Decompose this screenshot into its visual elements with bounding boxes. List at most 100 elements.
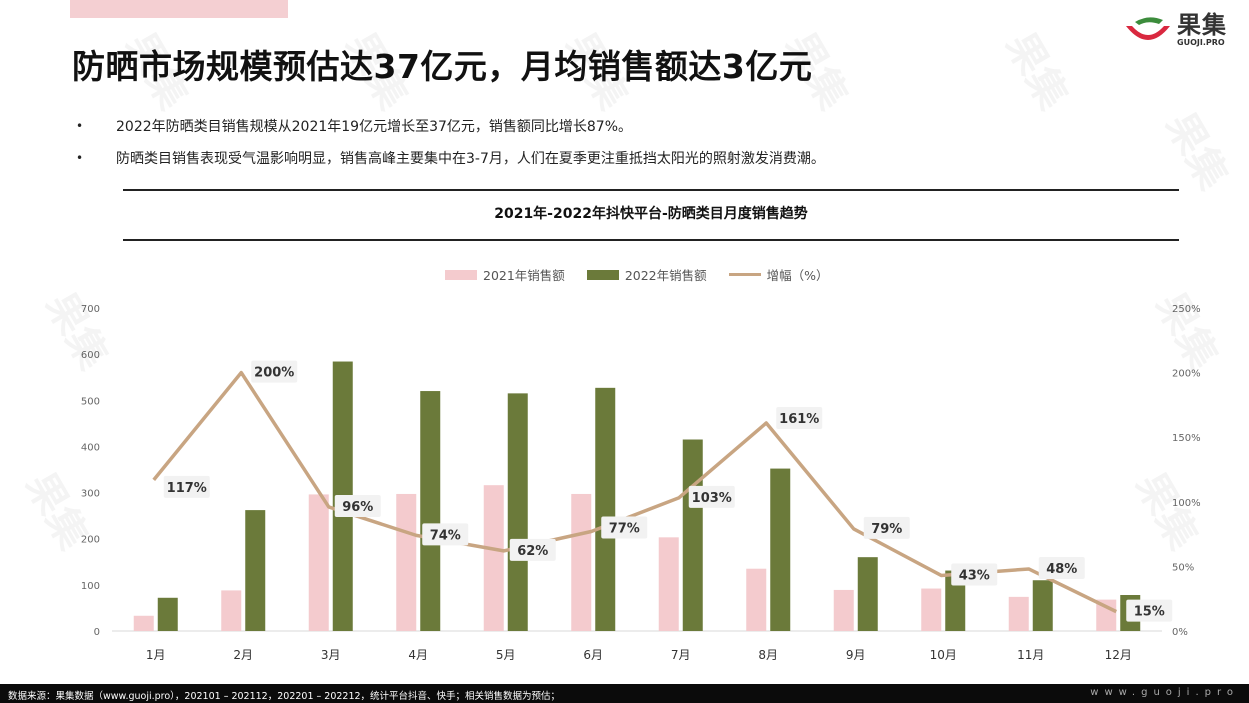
left-axis-tick-label: 300 [81, 489, 100, 500]
data-label-bg [163, 475, 210, 498]
left-axis-tick-label: 400 [81, 442, 100, 453]
chart-title-rule [123, 239, 1179, 241]
data-label-bg [601, 516, 648, 539]
bar-2022 [857, 557, 878, 631]
legend-line-growth [728, 273, 761, 276]
x-axis-tick-label: 2月 [233, 648, 253, 662]
footer-source: 数据来源：果集数据（www.guoji.pro），202101 – 202112… [8, 691, 561, 702]
bar-2022 [157, 597, 178, 631]
data-label-bg [1038, 556, 1085, 579]
right-axis-tick-label: 100% [1172, 498, 1201, 509]
data-label: 161% [779, 412, 819, 427]
left-axis-tick-label: 600 [81, 350, 100, 361]
chart-top-rule [123, 189, 1179, 191]
data-label: 200% [254, 366, 294, 381]
bar-2022 [245, 510, 266, 631]
footer-bar: 数据来源：果集数据（www.guoji.pro），202101 – 202112… [0, 684, 1249, 703]
bullet-list: • 2022年防晒类目销售规模从2021年19亿元增长至37亿元，销售额同比增长… [76, 110, 825, 174]
x-axis-tick-label: 1月 [146, 648, 166, 662]
x-axis-tick-label: 9月 [846, 648, 866, 662]
bar-2022 [945, 570, 966, 631]
x-axis-tick-label: 6月 [583, 648, 603, 662]
bullet-marker: • [76, 119, 84, 133]
data-label-bg [951, 563, 998, 586]
x-axis-tick-label: 4月 [408, 648, 428, 662]
left-axis-tick-label: 700 [81, 304, 100, 315]
logo-subtext: GUOJI.PRO [1177, 38, 1225, 47]
bar-2021 [658, 537, 679, 631]
bar-2021 [746, 568, 767, 631]
legend-item-growth: 增幅（%） [728, 265, 829, 284]
legend-item-2021: 2021年销售额 [445, 265, 565, 284]
top-accent-bar [70, 0, 288, 18]
data-label: 62% [517, 544, 548, 559]
x-axis-tick-label: 10月 [930, 648, 957, 662]
logo-mark-icon [1126, 17, 1170, 40]
x-axis-tick-label: 3月 [321, 648, 341, 662]
legend-label-2021: 2021年销售额 [483, 268, 565, 283]
x-axis-tick-label: 8月 [758, 648, 778, 662]
right-axis-tick-label: 0% [1172, 627, 1188, 638]
data-label: 96% [342, 500, 373, 515]
chart-legend: 2021年销售额 2022年销售额 增幅（%） [445, 265, 851, 284]
bar-2021 [921, 588, 942, 631]
bar-2021 [1008, 596, 1029, 631]
brand-logo: 果集 GUOJI.PRO [1123, 12, 1227, 48]
data-label: 43% [959, 568, 990, 583]
bar-2021 [221, 590, 242, 631]
bullet-text: 2022年防晒类目销售规模从2021年19亿元增长至37亿元，销售额同比增长87… [116, 119, 633, 135]
bullet-marker: • [76, 151, 84, 165]
bar-2021 [571, 493, 592, 631]
x-axis-tick-label: 11月 [1017, 648, 1044, 662]
data-label: 77% [609, 522, 640, 537]
right-axis-tick-label: 200% [1172, 369, 1201, 380]
bar-2021 [396, 493, 417, 631]
legend-item-2022: 2022年销售额 [586, 265, 707, 284]
data-label-bg [251, 360, 298, 383]
right-axis-tick-label: 50% [1172, 562, 1194, 573]
bullet-item: • 2022年防晒类目销售规模从2021年19亿元增长至37亿元，销售额同比增长… [76, 110, 825, 142]
data-label: 15% [1134, 605, 1165, 620]
legend-label-2022: 2022年销售额 [624, 268, 707, 283]
x-axis-tick-label: 5月 [496, 648, 516, 662]
chart-title: 2021年-2022年抖快平台-防晒类目月度销售趋势 [494, 206, 808, 222]
data-label-bg [776, 406, 823, 429]
data-label-bg [422, 523, 469, 546]
data-label: 74% [430, 528, 461, 543]
data-label: 79% [871, 522, 902, 537]
bar-2021 [833, 589, 854, 631]
legend-label-growth: 增幅（%） [766, 268, 829, 283]
data-label-bg [334, 494, 381, 517]
left-axis-tick-label: 200 [81, 535, 100, 546]
data-label-bg [863, 516, 910, 539]
bar-2021 [133, 615, 154, 631]
right-axis-tick-label: 150% [1172, 433, 1201, 444]
x-axis-tick-label: 7月 [671, 648, 691, 662]
bar-2021 [308, 494, 329, 631]
bullet-text: 防晒类目销售表现受气温影响明显，销售高峰主要集中在3-7月，人们在夏季更注重抵挡… [116, 151, 825, 167]
data-label: 103% [692, 491, 732, 506]
left-axis-tick-label: 500 [81, 396, 100, 407]
bar-2022 [682, 439, 703, 631]
data-label-bg [509, 538, 556, 561]
legend-swatch-2022 [586, 269, 619, 280]
right-axis-tick-label: 250% [1172, 304, 1201, 315]
footer-url: www.guoji.pro [1090, 687, 1239, 698]
data-label: 117% [167, 481, 207, 496]
bar-2021 [483, 485, 504, 631]
data-label: 48% [1046, 562, 1077, 577]
bar-2022 [420, 391, 441, 631]
bullet-item: • 防晒类目销售表现受气温影响明显，销售高峰主要集中在3-7月，人们在夏季更注重… [76, 142, 825, 174]
data-label-bg [1126, 599, 1173, 622]
page-title: 防晒市场规模预估达37亿元，月均销售额达3亿元 [72, 47, 813, 86]
left-axis-tick-label: 0 [94, 627, 100, 638]
legend-swatch-2021 [445, 269, 477, 280]
x-axis-tick-label: 12月 [1105, 648, 1132, 662]
data-label-bg [688, 485, 735, 508]
bar-2022 [770, 468, 791, 631]
bar-2022 [507, 393, 528, 631]
logo-text: 果集 [1177, 11, 1227, 39]
bar-2022 [595, 387, 616, 631]
bar-2022 [1032, 580, 1053, 631]
